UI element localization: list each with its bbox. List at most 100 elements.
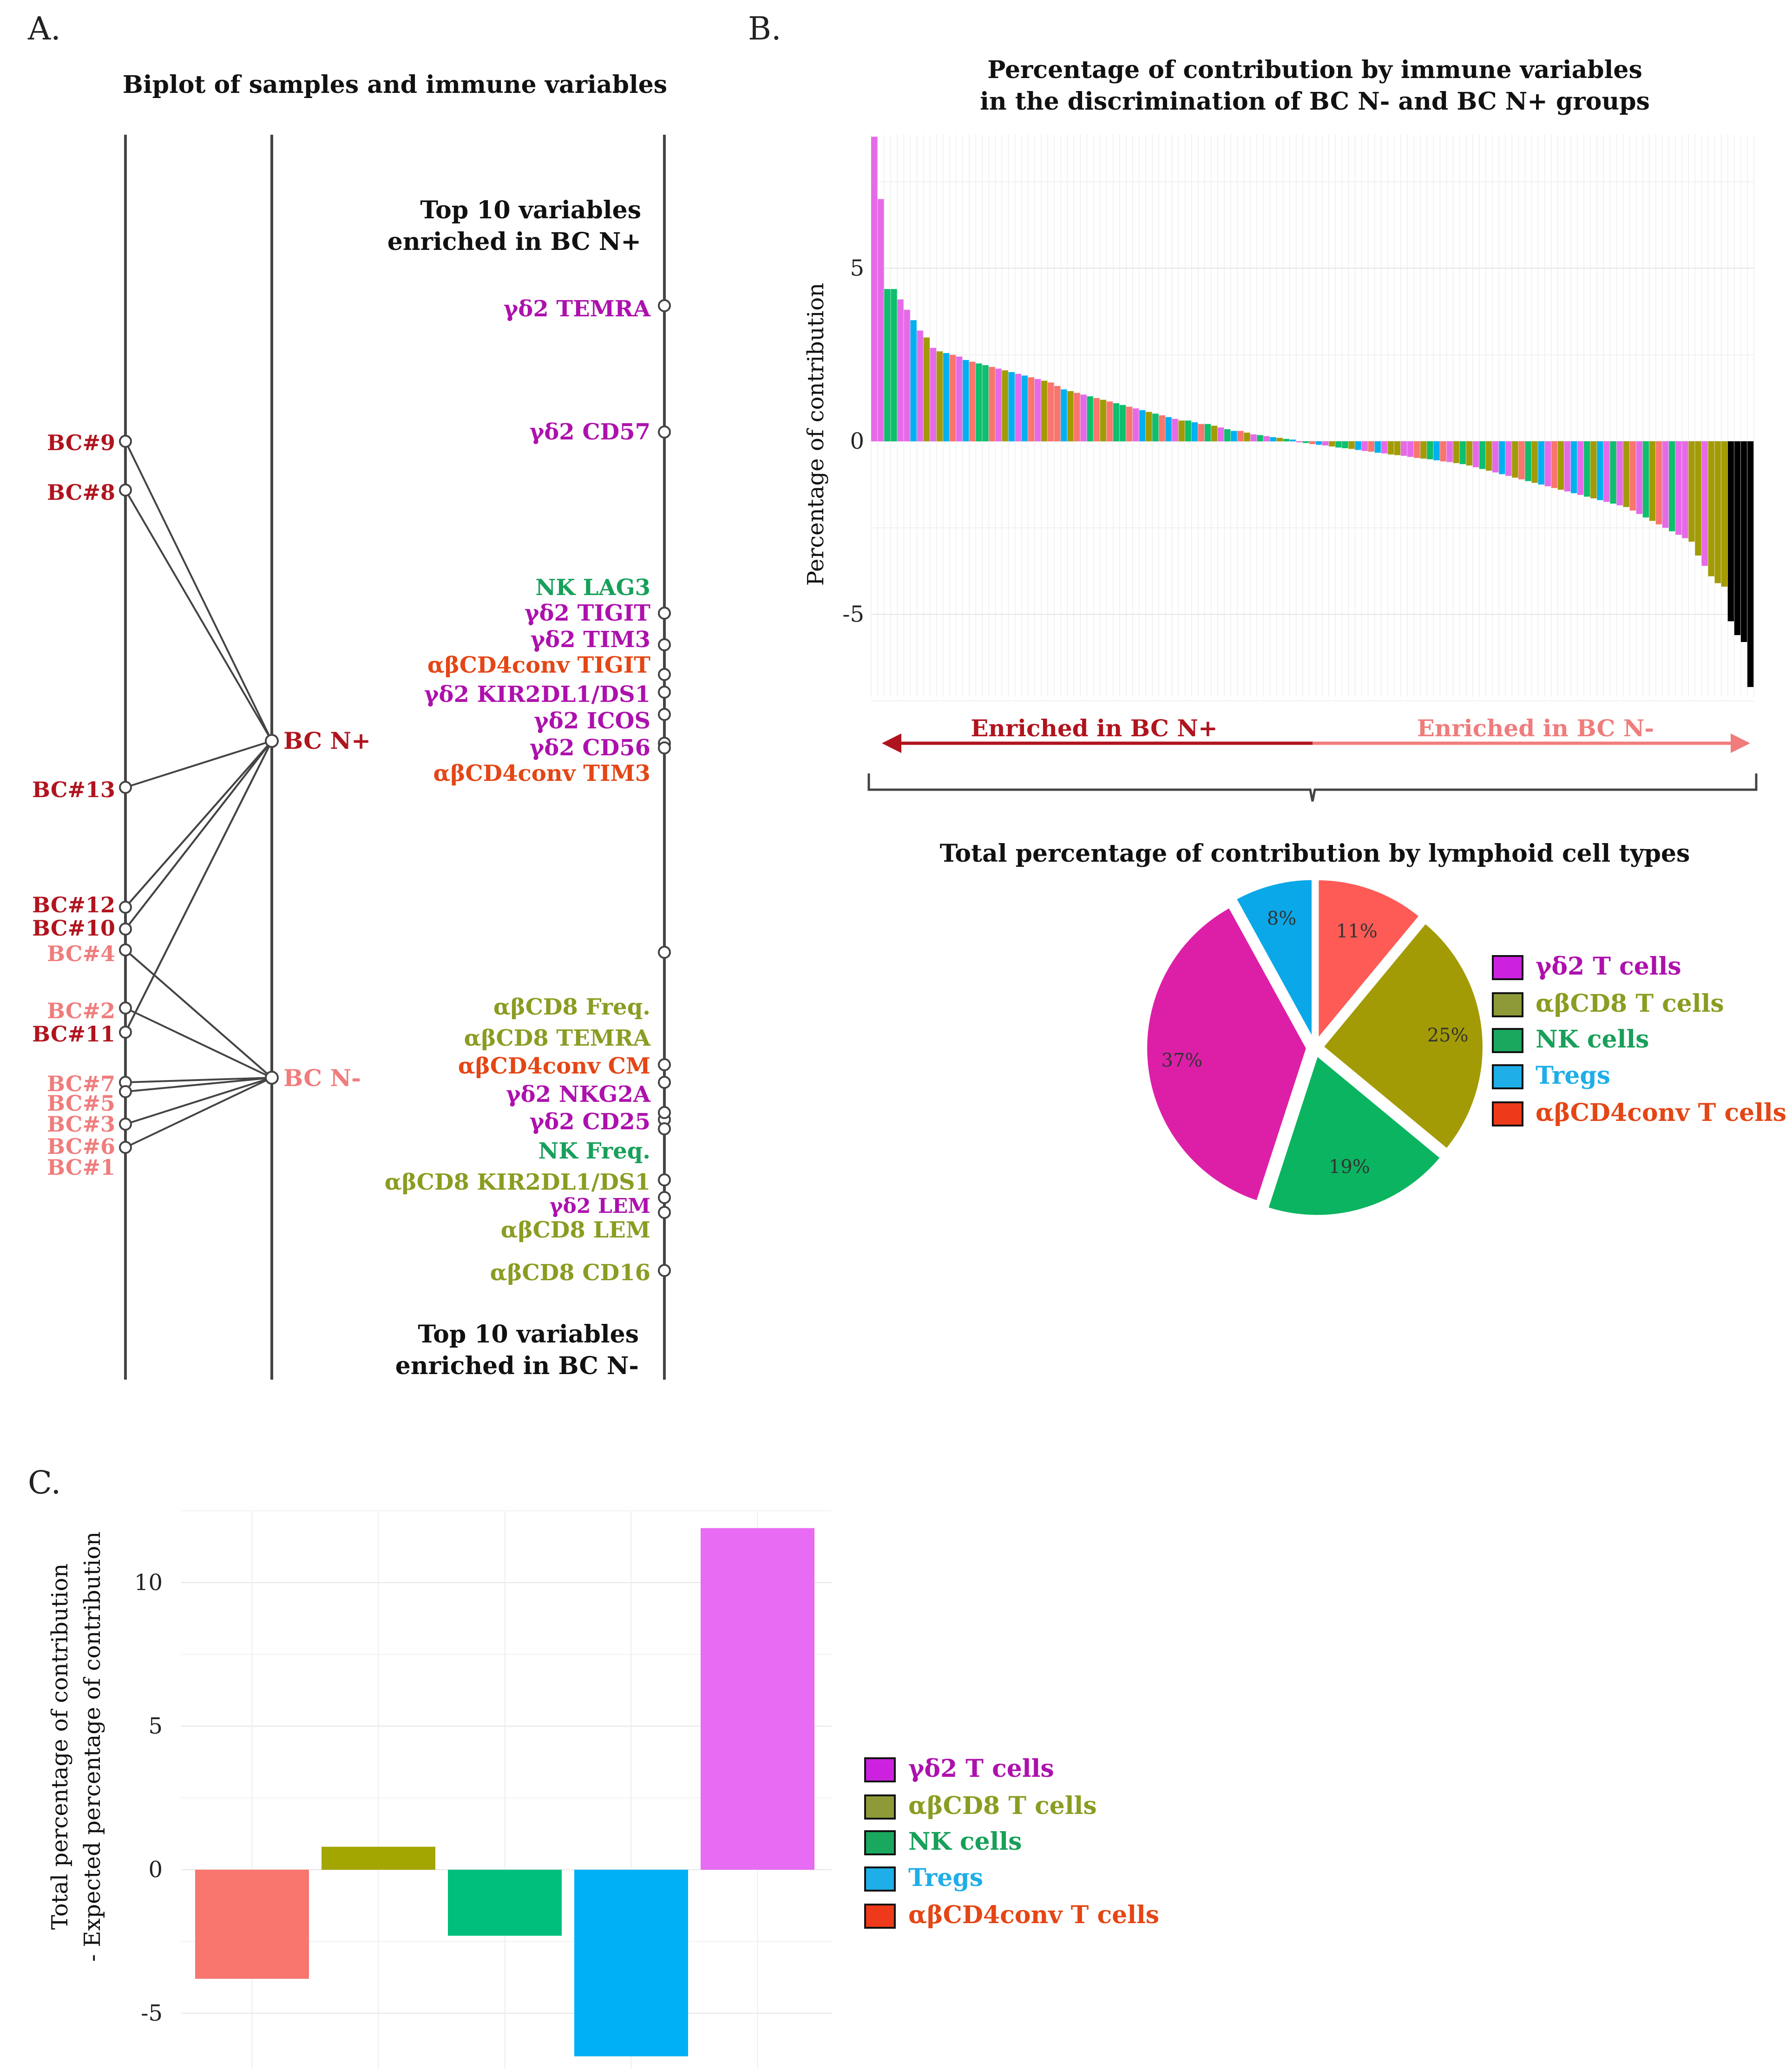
top-variable-label: γδ2 ICOS xyxy=(534,708,650,734)
bar xyxy=(1570,441,1577,493)
bar xyxy=(1420,441,1427,459)
sample-node xyxy=(119,1085,132,1098)
panel-b-pie: Total percentage of contribution by lymp… xyxy=(940,839,1786,1218)
bar xyxy=(1427,441,1433,459)
c-legend-label: αβCD8 T cells xyxy=(908,1792,1097,1820)
pie-slices: 11% 25% 19% 37% 8% xyxy=(1144,877,1485,1218)
bar xyxy=(1348,441,1355,449)
bar xyxy=(1374,441,1381,453)
bar xyxy=(1015,373,1021,441)
bar-chart-ylabel: Percentage of contribution xyxy=(803,283,829,586)
variable-node xyxy=(658,426,671,439)
c-legend-swatch xyxy=(864,1794,896,1820)
pie-slice xyxy=(1265,1052,1444,1218)
legend-label: NK cells xyxy=(1536,1025,1649,1054)
panel-label-b: B. xyxy=(748,11,781,47)
top-variable-label: NK LAG3 xyxy=(535,575,650,601)
c-legend-swatch xyxy=(864,1866,896,1892)
bar xyxy=(1361,441,1368,451)
bar xyxy=(1721,441,1727,587)
legend-swatch xyxy=(1492,1028,1523,1053)
bar xyxy=(995,368,1002,441)
sample-node xyxy=(119,901,132,914)
connector-line xyxy=(125,740,272,788)
connector-line xyxy=(125,441,273,741)
bar xyxy=(989,367,995,441)
panel-b-title-line1: Percentage of contribution by immune var… xyxy=(987,56,1642,84)
bar xyxy=(1316,441,1322,445)
bar xyxy=(1008,372,1015,441)
bar xyxy=(1244,432,1250,441)
c-bar xyxy=(448,1870,562,1936)
bar xyxy=(1237,431,1244,441)
legend-label: Tregs xyxy=(1536,1061,1610,1090)
c-ytick-label: 5 xyxy=(148,1713,163,1739)
bar xyxy=(1126,406,1133,441)
bar xyxy=(923,337,930,441)
bar xyxy=(1119,405,1126,441)
panel-a-biplot: Biplot of samples and immune variables T… xyxy=(32,71,671,1380)
bottom-variable-label: NK Freq. xyxy=(538,1138,650,1164)
bar xyxy=(1610,441,1616,504)
bar xyxy=(1616,441,1623,505)
enriched-nminus-label: Enriched in BC N- xyxy=(1417,714,1654,742)
bar xyxy=(1714,441,1721,583)
bar xyxy=(1178,420,1185,441)
bar xyxy=(1211,426,1218,441)
group-label-nplus: BC N+ xyxy=(283,727,371,754)
connector-line xyxy=(125,740,273,930)
legend-label: γδ2 T cells xyxy=(1536,952,1681,981)
bar xyxy=(1067,391,1074,441)
c-legend-swatch xyxy=(864,1830,896,1855)
top-variable-label: αβCD4conv TIM3 xyxy=(433,760,650,786)
bar xyxy=(1106,401,1113,441)
pie-slice xyxy=(1233,877,1315,1041)
top-variable-label: γδ2 TIM3 xyxy=(530,627,650,653)
variable-node xyxy=(658,1191,671,1204)
bar xyxy=(1636,441,1643,514)
variable-node xyxy=(658,1206,671,1219)
bar xyxy=(1505,441,1512,476)
c-legend: γδ2 T cells αβCD8 T cells NK cells Tregs αβC… xyxy=(864,1755,1159,1929)
variable-node xyxy=(658,1106,671,1119)
sample-node xyxy=(119,1141,132,1154)
bar xyxy=(1401,441,1407,456)
connector-line xyxy=(125,1077,272,1083)
top-variable-label: γδ2 KIR2DL1/DS1 xyxy=(424,681,650,707)
bar xyxy=(1283,439,1290,441)
bar xyxy=(1551,441,1558,488)
variable-node xyxy=(658,1264,671,1277)
pie-slice-label: 25% xyxy=(1427,1025,1469,1046)
bar xyxy=(1355,441,1361,450)
sample-label: BC#1 xyxy=(47,1155,115,1180)
bottom-variable-label: γδ2 NKG2A xyxy=(506,1081,651,1107)
bar xyxy=(897,299,904,441)
bar xyxy=(1034,379,1041,441)
bar xyxy=(1564,441,1571,492)
sample-node xyxy=(119,484,132,497)
c-legend-label: γδ2 T cells xyxy=(908,1755,1054,1783)
bar xyxy=(1662,441,1669,528)
bar xyxy=(1146,412,1152,441)
bar xyxy=(1701,441,1708,566)
bar xyxy=(1675,441,1682,535)
bar xyxy=(1590,441,1597,498)
variable-node xyxy=(658,668,671,681)
variable-node xyxy=(658,299,671,312)
bar xyxy=(1623,441,1629,507)
bar xyxy=(1531,441,1538,483)
c-ylabel-line2: - Expected percentage of contribution xyxy=(79,1532,105,1962)
sample-label: BC#2 xyxy=(47,998,115,1023)
bar xyxy=(1394,441,1401,455)
sample-label: BC#9 xyxy=(47,430,115,455)
sample-label: BC#8 xyxy=(47,480,115,505)
biplot-connector-lines xyxy=(125,441,273,1148)
legend-swatch xyxy=(1492,955,1523,980)
bar xyxy=(1433,441,1440,460)
bar xyxy=(871,137,878,441)
bar xyxy=(1655,441,1662,524)
legend-swatch xyxy=(1492,992,1523,1017)
variable-node xyxy=(658,686,671,699)
c-legend-label: αβCD4conv T cells xyxy=(908,1901,1159,1929)
